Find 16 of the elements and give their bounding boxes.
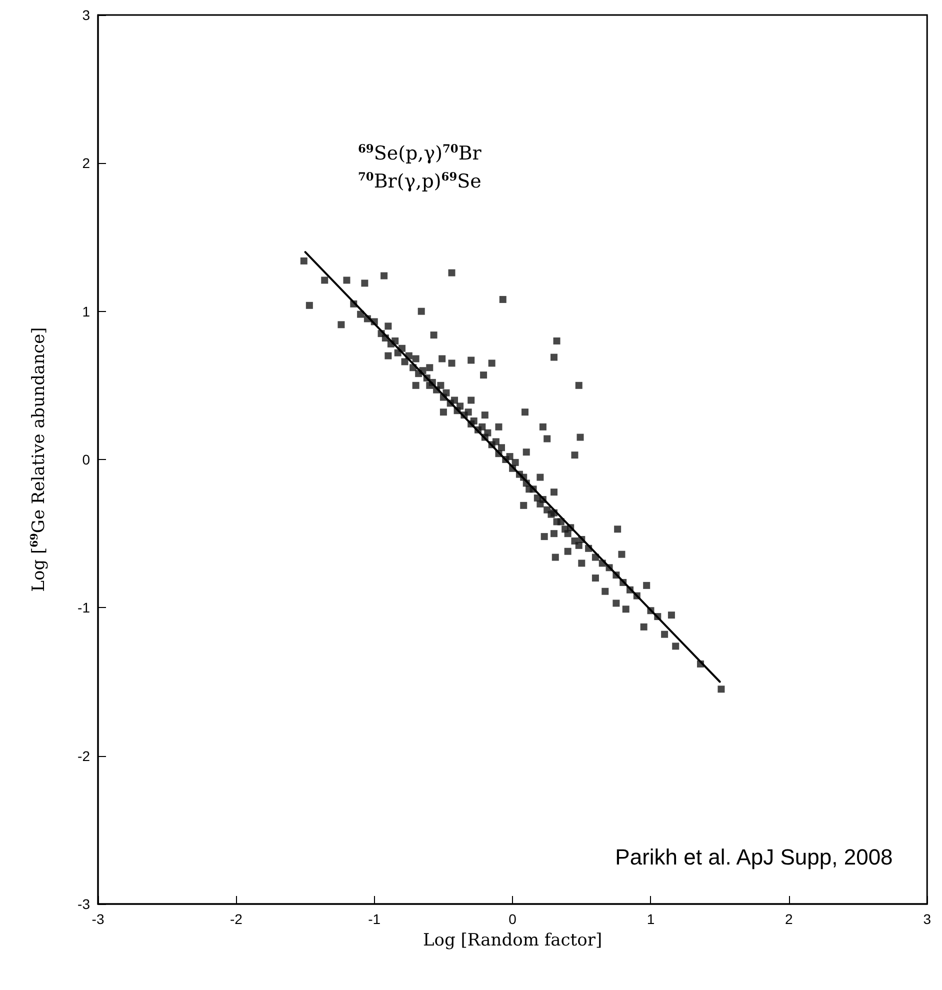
y-tick-label: -1 xyxy=(78,600,90,616)
x-tick-label: 3 xyxy=(923,911,932,927)
y-tick-label: -3 xyxy=(78,896,90,912)
y-tick-label: 0 xyxy=(82,452,90,468)
y-axis-title: Log [69Ge Relative abundance] xyxy=(28,327,49,592)
y-tick-label: -2 xyxy=(78,748,90,764)
x-tick-label: -1 xyxy=(368,911,381,927)
y-tick-label: 3 xyxy=(82,7,90,23)
x-tick-label: 0 xyxy=(508,911,517,927)
x-axis-title: Log [Random factor] xyxy=(422,930,602,950)
x-tick-label: 2 xyxy=(785,911,794,927)
x-tick-label: -2 xyxy=(230,911,243,927)
x-tick-label: 1 xyxy=(646,911,655,927)
y-tick-label: 1 xyxy=(82,303,90,320)
annotation: Parikh et al. ApJ Supp, 2008 xyxy=(615,844,893,870)
y-tick-label: 2 xyxy=(82,155,90,172)
